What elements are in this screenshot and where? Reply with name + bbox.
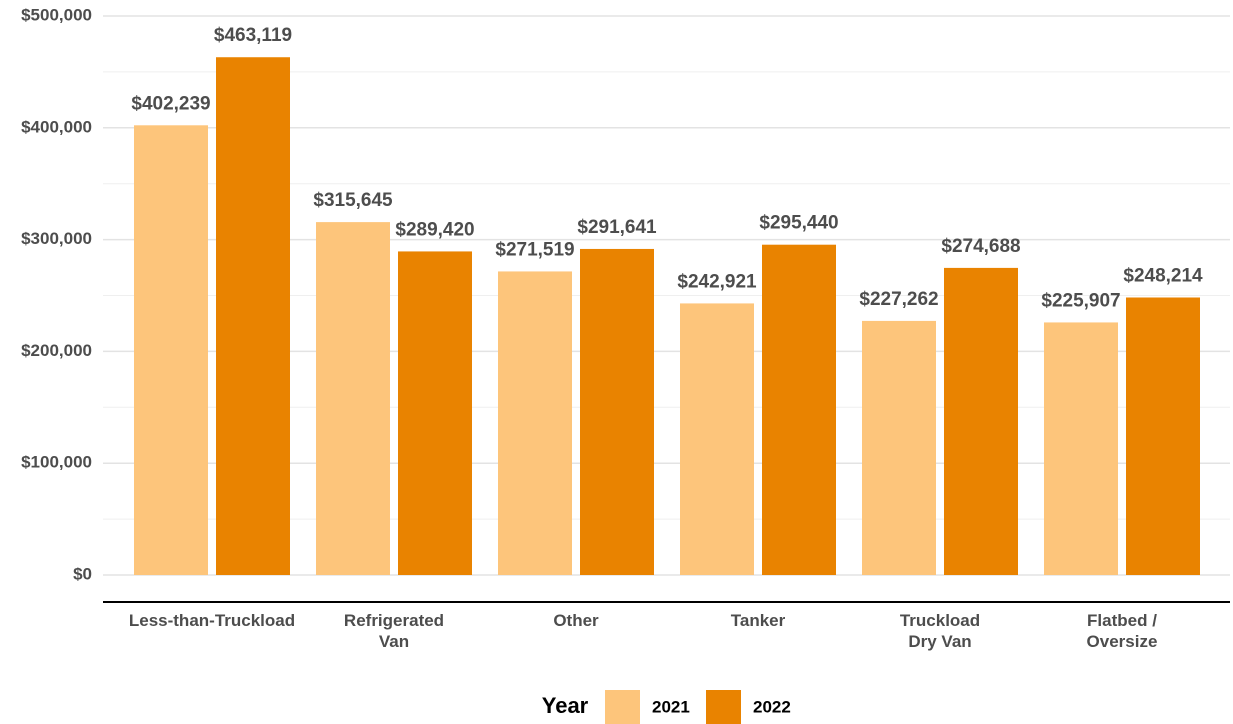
data-label: $242,921 — [677, 271, 757, 292]
y-tick-label: $400,000 — [21, 117, 92, 136]
x-tick-label: Other — [553, 611, 599, 630]
bar — [862, 320, 936, 575]
data-label: $248,214 — [1123, 266, 1203, 287]
y-tick-label: $300,000 — [21, 229, 92, 248]
y-tick-label: $0 — [73, 564, 92, 583]
x-tick-label: Less-than-Truckload — [128, 611, 296, 630]
data-label: $271,519 — [495, 239, 574, 260]
bar — [216, 57, 290, 575]
bar — [1044, 322, 1118, 575]
y-tick-label: $100,000 — [21, 453, 92, 472]
bar — [1126, 297, 1200, 575]
data-label: $227,262 — [859, 289, 938, 310]
y-tick-label: $500,000 — [21, 5, 92, 24]
bar — [316, 222, 390, 575]
bar — [944, 267, 1018, 575]
data-label: $225,907 — [1041, 290, 1120, 311]
bar — [498, 271, 572, 575]
data-label: $402,239 — [131, 93, 210, 114]
data-label: $315,645 — [313, 190, 393, 211]
bar — [680, 303, 754, 575]
data-label: $274,688 — [941, 236, 1020, 257]
data-label: $289,420 — [395, 219, 474, 240]
x-tick-label: Tanker — [730, 611, 786, 630]
legend-swatch — [605, 690, 640, 724]
legend-swatch — [706, 690, 741, 724]
x-tick-label: Flatbed / Oversize — [1086, 611, 1158, 651]
legend-label: 2021 — [652, 697, 690, 716]
data-label: $295,440 — [759, 213, 838, 234]
data-label: $463,119 — [214, 25, 292, 46]
bar — [580, 248, 654, 575]
bar — [134, 125, 208, 575]
x-tick-label: Refrigerated Van — [343, 611, 445, 651]
bar — [762, 244, 836, 576]
x-tick-label: Truckload Dry Van — [899, 611, 981, 651]
legend-title: Year — [542, 693, 589, 718]
bar — [398, 251, 472, 575]
y-tick-label: $200,000 — [21, 341, 92, 360]
legend-label: 2022 — [753, 697, 791, 716]
data-label: $291,641 — [577, 217, 657, 238]
